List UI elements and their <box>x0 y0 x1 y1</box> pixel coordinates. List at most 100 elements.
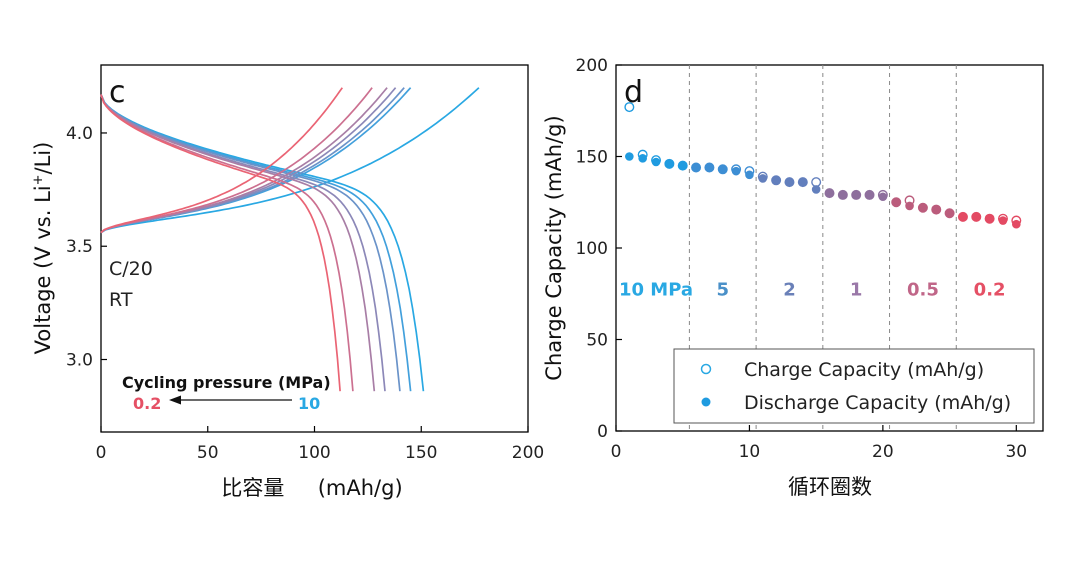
discharge-point <box>625 152 634 161</box>
panel-c-label: c <box>109 75 126 110</box>
charge-curve-0.5-MPa <box>100 87 373 234</box>
ylabel-post: /Li) <box>31 142 55 175</box>
charge-point <box>717 164 728 175</box>
discharge-curve-1-MPa <box>100 94 376 392</box>
panel-d-label: d <box>624 75 643 110</box>
pressure-low-label: 0.2 <box>133 394 161 413</box>
pressure-region-label: 5 <box>716 279 729 300</box>
pressure-arrow-head <box>169 395 181 405</box>
charge-point <box>944 208 955 219</box>
panel-c-ytick-label: 3.5 <box>66 237 93 257</box>
pressure-high-label: 10 <box>298 394 320 413</box>
charge-point <box>984 213 995 224</box>
panel-d-ytick-label: 0 <box>597 422 608 442</box>
discharge-point <box>678 161 688 170</box>
charge-point <box>877 189 888 200</box>
charge-point <box>957 211 968 222</box>
charge-point <box>691 162 702 173</box>
panel-d-legend: Charge Capacity (mAh/g) Discharge Capaci… <box>673 348 1035 424</box>
rate-annotation: C/20 <box>109 258 153 280</box>
pressure-region-label: 2 <box>783 279 796 300</box>
pressure-annotation-title: Cycling pressure (MPa) <box>122 373 331 392</box>
pressure-region-label: 1 <box>850 279 863 300</box>
discharge-point <box>958 212 968 222</box>
discharge-point <box>945 208 954 218</box>
panel-c-ticks: 0 50 100 150 200 3.0 3.5 4.0 <box>66 124 544 463</box>
charge-point <box>704 162 715 173</box>
charge-point <box>891 197 902 208</box>
panel-d-xtick-label: 30 <box>1005 442 1027 462</box>
panel-d-region-labels: 10 MPa 5 2 1 0.5 0.2 <box>619 279 1006 300</box>
charge-curve-10-MPa <box>100 87 480 234</box>
charge-point <box>851 189 862 200</box>
discharge-curve-0.5-MPa <box>100 94 354 392</box>
ylabel-pre: Voltage (V vs. Li <box>31 185 55 354</box>
ylabel-sup: + <box>31 174 46 185</box>
pressure-region-label: 0.2 <box>974 279 1006 300</box>
discharge-point <box>851 190 861 200</box>
charge-point <box>771 175 782 186</box>
discharge-point <box>838 190 848 200</box>
panel-d-ytick-label: 150 <box>576 148 608 168</box>
discharge-point <box>785 177 794 187</box>
discharge-point <box>705 163 714 172</box>
charge-point <box>637 149 648 160</box>
temperature-annotation: RT <box>109 289 133 311</box>
charge-point <box>651 155 662 166</box>
legend-discharge-marker <box>701 397 711 407</box>
charge-point <box>904 195 915 206</box>
charge-curve-0.2-MPa <box>100 87 343 234</box>
discharge-curve-5-MPa <box>100 94 401 392</box>
charge-curve-5-MPa <box>100 87 405 234</box>
discharge-point <box>971 212 981 222</box>
charge-point <box>824 188 835 199</box>
charge-point <box>757 171 768 182</box>
discharge-point <box>931 205 941 214</box>
panel-c: 0 50 100 150 200 3.0 3.5 4.0 c C/20 RT Cycling … <box>31 64 544 500</box>
discharge-point <box>891 197 901 207</box>
charge-curve-10-MPa-cycle-2 <box>100 87 412 234</box>
charge-point <box>837 189 848 200</box>
discharge-curve-0.2-MPa <box>100 94 341 392</box>
discharge-point <box>865 190 874 200</box>
panel-d-xtick-label: 0 <box>611 442 622 462</box>
charge-point <box>971 211 982 222</box>
discharge-point <box>811 185 821 194</box>
panel-c-xtick-label: 100 <box>298 443 330 463</box>
charge-point <box>664 158 675 169</box>
discharge-point <box>985 214 994 224</box>
panel-d-ticks: 0 10 20 30 0 50 100 150 200 <box>576 56 1028 462</box>
legend-charge-label: Charge Capacity (mAh/g) <box>744 359 984 381</box>
panel-d: 0 10 20 30 0 50 100 150 200 10 MPa 5 2 1 0.5 0.2 d Ch… <box>542 56 1044 499</box>
panel-d-points <box>624 102 1022 229</box>
discharge-point <box>718 165 728 174</box>
panel-c-ytick-label: 3.0 <box>66 351 93 371</box>
panel-c-xtick-label: 50 <box>197 443 219 463</box>
panel-c-xtick-label: 200 <box>512 443 544 463</box>
panel-d-ylabel: Charge Capacity (mAh/g) <box>542 115 566 380</box>
charge-point <box>624 102 635 113</box>
panel-d-xtick-label: 20 <box>872 442 894 462</box>
panel-c-ytick-label: 4.0 <box>66 124 93 144</box>
pressure-region-label: 10 MPa <box>619 279 693 300</box>
charge-point <box>744 166 755 177</box>
legend-charge-marker <box>700 363 712 375</box>
charge-point <box>997 213 1008 224</box>
panel-d-xtick-label: 10 <box>739 442 761 462</box>
charge-point <box>931 204 942 215</box>
panel-d-ytick-label: 100 <box>576 239 608 259</box>
panel-c-xtick-label: 150 <box>405 443 437 463</box>
charge-point <box>677 160 688 171</box>
panel-c-xtick-label: 0 <box>96 443 107 463</box>
pressure-region-label: 0.5 <box>907 279 939 300</box>
legend-discharge-label: Discharge Capacity (mAh/g) <box>744 392 1011 414</box>
discharge-point <box>798 177 808 187</box>
discharge-point <box>825 188 834 198</box>
charge-point <box>731 164 742 175</box>
panel-d-ytick-label: 200 <box>576 56 608 76</box>
charge-point <box>811 177 822 188</box>
charge-point <box>797 177 808 188</box>
discharge-point <box>771 175 781 185</box>
